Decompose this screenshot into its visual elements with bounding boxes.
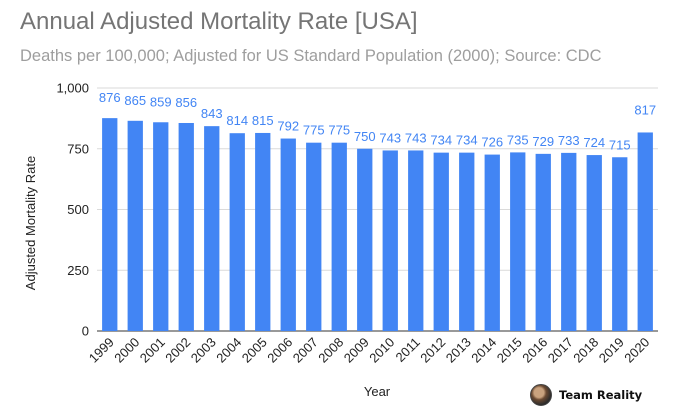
data-label: 843 <box>201 106 223 121</box>
y-tick-label: 500 <box>67 202 89 217</box>
x-tick-label: 2005 <box>239 335 270 366</box>
y-tick-labels: 0 250 500 750 1,000 <box>56 81 89 339</box>
x-tick-label: 2015 <box>494 335 525 366</box>
data-label: 856 <box>175 95 197 110</box>
data-label: 815 <box>252 113 274 128</box>
data-label: 735 <box>507 132 529 147</box>
x-tick-label: 2002 <box>162 335 193 366</box>
y-tick-label: 0 <box>82 324 89 339</box>
bar <box>178 122 194 331</box>
data-label: 734 <box>430 133 452 148</box>
data-label: 775 <box>328 123 350 138</box>
watermark-text: Team Reality <box>559 388 643 402</box>
x-tick-label: 2008 <box>315 335 346 366</box>
data-label: 715 <box>609 137 631 152</box>
x-tick-label: 2017 <box>545 335 576 366</box>
chart-subtitle: Deaths per 100,000; Adjusted for US Stan… <box>20 47 602 65</box>
data-label: 775 <box>303 123 325 138</box>
data-label: 743 <box>379 130 401 145</box>
data-label: 724 <box>583 135 605 150</box>
bar <box>433 152 449 331</box>
data-label: 814 <box>226 113 248 128</box>
y-tick-label: 750 <box>67 141 89 156</box>
y-tick-label: 250 <box>67 263 89 278</box>
bar <box>280 138 296 331</box>
x-tick-label: 2019 <box>596 335 627 366</box>
watermark: Team Reality <box>530 384 642 406</box>
x-tick-label: 2011 <box>392 335 422 365</box>
x-tick-label: 2010 <box>366 335 397 366</box>
data-label: 817 <box>634 102 656 117</box>
data-label: 859 <box>150 94 172 109</box>
bar <box>459 152 475 331</box>
data-label: 865 <box>124 93 146 108</box>
x-tick-label: 1999 <box>86 335 117 366</box>
bar <box>127 120 143 332</box>
data-label: 792 <box>277 119 299 134</box>
data-label: 743 <box>405 130 427 145</box>
bar <box>510 152 526 331</box>
bar <box>255 132 271 331</box>
x-tick-labels: 1999200020012002200320042005200620072008… <box>86 335 653 366</box>
data-label: 734 <box>456 133 478 148</box>
bar <box>535 153 551 331</box>
x-tick-label: 2018 <box>570 335 601 366</box>
x-tick-label: 2004 <box>213 335 244 366</box>
bar <box>612 157 628 331</box>
data-label: 750 <box>354 129 376 144</box>
bar <box>408 150 424 331</box>
x-tick-label: 2013 <box>443 335 474 366</box>
data-label: 876 <box>99 90 121 105</box>
data-label: 726 <box>481 135 503 150</box>
bar <box>153 122 169 331</box>
x-tick-label: 2014 <box>468 335 499 366</box>
x-tick-label: 2007 <box>290 335 321 366</box>
x-tick-label: 2001 <box>137 335 168 366</box>
bar <box>637 132 653 331</box>
bar <box>586 155 602 331</box>
chart-title: Annual Adjusted Mortality Rate [USA] <box>20 8 418 35</box>
bar <box>229 133 245 331</box>
x-tick-label: 2000 <box>111 335 142 366</box>
x-axis-label: Year <box>364 384 391 399</box>
y-tick-label: 1,000 <box>56 81 89 96</box>
bar <box>102 118 118 331</box>
bar <box>204 126 220 331</box>
bar <box>357 148 373 331</box>
x-tick-label: 2006 <box>264 335 295 366</box>
bar <box>306 142 322 331</box>
x-tick-label: 2012 <box>417 335 448 366</box>
data-label: 733 <box>558 133 580 148</box>
x-tick-label: 2020 <box>621 335 652 366</box>
bar <box>561 152 577 331</box>
data-label: 729 <box>532 134 554 149</box>
x-tick-label: 2009 <box>341 335 372 366</box>
team-logo-icon <box>530 384 552 406</box>
x-tick-label: 2016 <box>519 335 550 366</box>
x-tick-label: 2003 <box>188 335 219 366</box>
bars <box>102 118 653 332</box>
y-axis-label: Adjusted Mortality Rate <box>23 156 38 290</box>
bar <box>331 142 347 331</box>
bar <box>382 150 398 331</box>
bar <box>484 154 500 331</box>
